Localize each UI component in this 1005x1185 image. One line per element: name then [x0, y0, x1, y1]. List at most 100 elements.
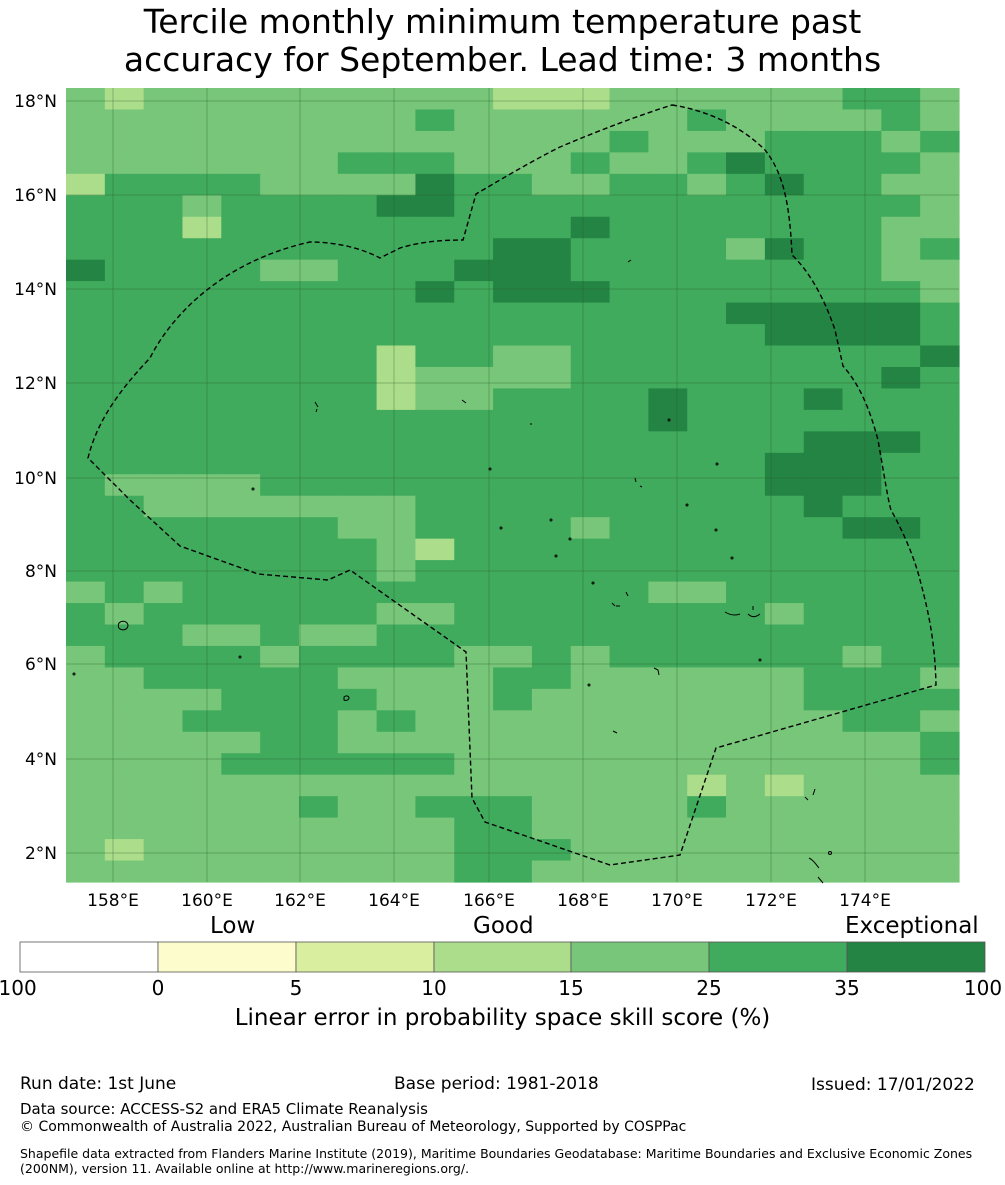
grid-cell: [415, 710, 455, 733]
grid-cell: [493, 581, 533, 604]
grid-cell: [764, 603, 805, 626]
colorbar-tick: 0: [151, 976, 165, 1000]
grid-cell: [104, 731, 145, 754]
grid-cell: [570, 860, 611, 883]
grid-cell: [648, 216, 688, 239]
grid-cell: [493, 796, 533, 819]
grid-cell: [881, 839, 921, 862]
grid-cell: [726, 324, 766, 347]
grid-cell: [920, 130, 960, 153]
grid-cell: [298, 173, 339, 196]
grid-cell: [881, 603, 921, 626]
grid-cell: [648, 538, 688, 561]
grid-cell: [764, 774, 805, 797]
grid-cell: [609, 581, 649, 604]
grid-cell: [842, 216, 882, 239]
base-period: Base period: 1981-2018: [394, 1074, 599, 1094]
grid-cell: [842, 152, 882, 175]
grid-cell: [143, 109, 184, 132]
grid-cell: [531, 216, 572, 239]
grid-cell: [298, 195, 339, 218]
grid-cell: [182, 517, 222, 540]
grid-cell: [881, 302, 921, 325]
grid-cell: [726, 109, 766, 132]
grid-cell: [454, 667, 494, 690]
grid-cell: [493, 517, 533, 540]
grid-cell: [570, 603, 611, 626]
grid-cell: [648, 259, 688, 282]
grid-cell: [260, 624, 300, 647]
grid-cell: [842, 560, 882, 583]
grid-cell: [803, 774, 844, 797]
grid-cell: [376, 817, 417, 840]
grid-cell: [803, 474, 844, 497]
grid-cell: [570, 796, 611, 819]
grid-cell: [66, 560, 106, 583]
grid-cell: [493, 259, 533, 282]
longitude-label: 164°E: [368, 891, 420, 911]
grid-cell: [454, 474, 494, 497]
grid-cell: [842, 324, 882, 347]
grid-cell: [182, 431, 222, 454]
grid-cell: [764, 152, 805, 175]
grid-cell: [221, 345, 261, 368]
grid-cell: [764, 688, 805, 711]
grid-cell: [454, 839, 494, 862]
grid-cell: [881, 753, 921, 776]
grid-cell: [493, 753, 533, 776]
grid-cell: [260, 817, 300, 840]
grid-cell: [221, 753, 261, 776]
grid-cell: [648, 624, 688, 647]
grid-cell: [298, 796, 339, 819]
grid-cell: [648, 88, 688, 111]
grid-cell: [337, 753, 378, 776]
grid-cell: [493, 603, 533, 626]
grid-cell: [143, 517, 184, 540]
grid-cell: [609, 495, 649, 518]
latitude-label: 10°N: [14, 469, 57, 489]
grid-cell: [764, 173, 805, 196]
grid-cell: [920, 216, 960, 239]
grid-cell: [726, 624, 766, 647]
grid-cell: [493, 474, 533, 497]
grid-cell: [609, 431, 649, 454]
grid-cell: [531, 774, 572, 797]
grid-cell: [920, 345, 960, 368]
grid-cell: [454, 495, 494, 518]
grid-cell: [570, 88, 611, 111]
grid-cell: [66, 603, 106, 626]
grid-cell: [376, 581, 417, 604]
grid-cell: [454, 817, 494, 840]
grid-cell: [920, 710, 960, 733]
grid-cell: [221, 603, 261, 626]
grid-cell: [221, 324, 261, 347]
grid-cell: [182, 281, 222, 304]
grid-cell: [182, 581, 222, 604]
latitude-label: 2°N: [25, 844, 57, 864]
grid-cell: [570, 774, 611, 797]
grid-cell: [920, 667, 960, 690]
grid-cell: [648, 710, 688, 733]
grid-cell: [570, 409, 611, 432]
grid-cell: [920, 839, 960, 862]
grid-cell: [415, 753, 455, 776]
grid-cell: [609, 796, 649, 819]
grid-cell: [143, 710, 184, 733]
grid-cell: [609, 88, 649, 111]
grid-cell: [143, 345, 184, 368]
grid-cell: [104, 688, 145, 711]
grid-cell: [415, 409, 455, 432]
grid-cell: [143, 495, 184, 518]
grid-cell: [648, 431, 688, 454]
grid-cell: [221, 431, 261, 454]
grid-cell: [454, 452, 494, 475]
grid-cell: [920, 281, 960, 304]
grid-cell: [298, 667, 339, 690]
grid-cell: [415, 860, 455, 883]
grid-cell: [687, 302, 727, 325]
grid-cell: [687, 452, 727, 475]
grid-cell: [143, 281, 184, 304]
grid-cell: [182, 774, 222, 797]
grid-cell: [764, 860, 805, 883]
grid-cell: [531, 731, 572, 754]
